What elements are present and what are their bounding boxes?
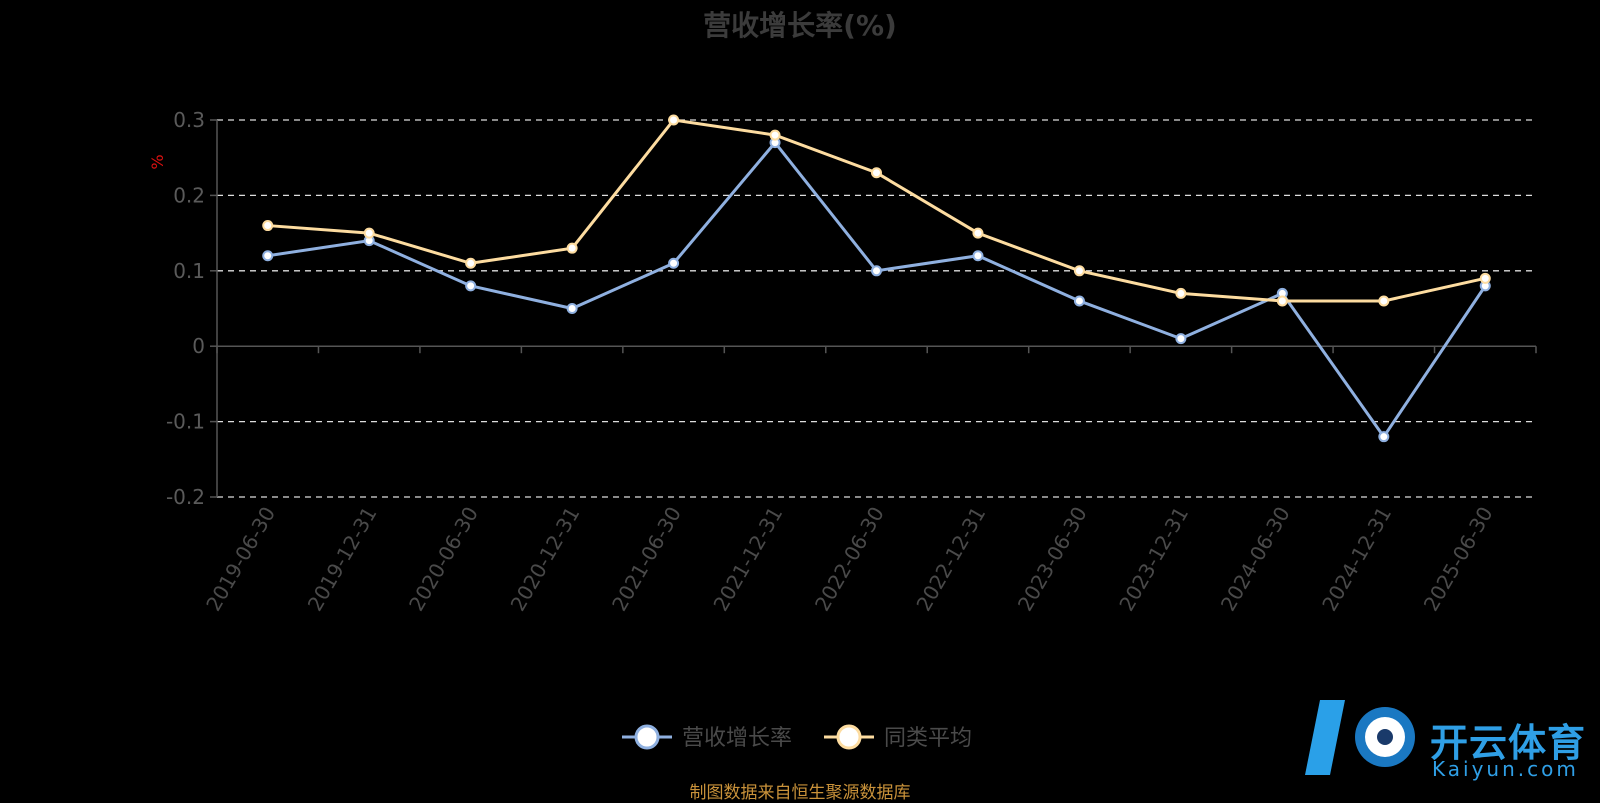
x-tick-label: 2019-12-31 <box>303 503 382 616</box>
series-1-point <box>1378 295 1390 307</box>
series-0-point <box>668 257 680 269</box>
x-tick-label: 2022-06-30 <box>810 503 889 616</box>
x-tick-labels: 2019-06-30 2019-12-31 2020-06-30 2020-12-31… <box>201 502 1497 615</box>
y-tick-label: -0.1 <box>166 410 205 434</box>
y-tick-label: 0.1 <box>173 259 205 283</box>
series-1-point <box>668 114 680 126</box>
x-tick-label: 2021-12-31 <box>708 503 787 616</box>
x-tick-label: 2025-06-30 <box>1419 503 1498 616</box>
watermark-domain: Kaiyun.com <box>1432 757 1579 781</box>
series-1-point <box>566 242 578 254</box>
series-1-point <box>1175 287 1187 299</box>
x-tick-label: 2024-12-31 <box>1317 503 1396 616</box>
series-points <box>262 114 1491 443</box>
series-1-point <box>363 227 375 239</box>
x-tick-label: 2024-06-30 <box>1216 503 1295 616</box>
x-tick-label: 2023-06-30 <box>1013 503 1092 616</box>
legend-label-1: 同类平均 <box>884 726 972 751</box>
series-1-point <box>465 257 477 269</box>
source-note: 制图数据来自恒生聚源数据库 <box>689 783 911 803</box>
y-tick-label: -0.2 <box>166 485 205 509</box>
legend-label-0: 营收增长率 <box>682 726 792 751</box>
watermark-brand: 开云体育 <box>1430 721 1587 765</box>
legend-marker-1 <box>836 724 862 750</box>
series-line-0 <box>267 140 1487 440</box>
series-0-point <box>465 280 477 292</box>
series-0-point <box>1175 333 1187 345</box>
series-0-point <box>262 250 274 262</box>
series-0-point <box>1378 431 1390 443</box>
x-tick-label: 2020-12-31 <box>506 503 585 616</box>
chart-title: 营收增长率(%) <box>703 9 897 42</box>
series-0-point <box>972 250 984 262</box>
series-0-point <box>566 303 578 314</box>
series-0-point <box>1073 295 1085 307</box>
x-tick-label: 2019-06-30 <box>201 503 280 616</box>
y-tick-labels: 0.3 0.2 0.1 0 -0.1 -0.2 <box>166 108 205 509</box>
series-0-point <box>871 265 882 277</box>
x-tick-label: 2023-12-31 <box>1114 503 1193 616</box>
series-1-point <box>1073 265 1085 277</box>
series-1-point <box>1479 272 1491 284</box>
series-1-point <box>262 220 274 232</box>
x-tick-label: 2022-12-31 <box>911 503 990 616</box>
y-axis-label: % <box>148 154 167 169</box>
legend: 营收增长率 同类平均 <box>622 724 972 751</box>
series-1-point <box>972 227 984 239</box>
y-tick-label: 0 <box>192 334 205 358</box>
x-tick-label: 2020-06-30 <box>404 502 483 615</box>
series-1-point <box>871 167 882 179</box>
y-tick-label: 0.2 <box>173 183 205 207</box>
series-1-point <box>1276 295 1288 307</box>
x-tick-label: 2021-06-30 <box>607 503 686 616</box>
legend-marker-0 <box>634 724 660 750</box>
axes <box>210 119 1537 498</box>
y-tick-label: 0.3 <box>173 108 205 132</box>
kaiyun-logo <box>1305 700 1415 775</box>
series-1-point <box>769 129 781 141</box>
